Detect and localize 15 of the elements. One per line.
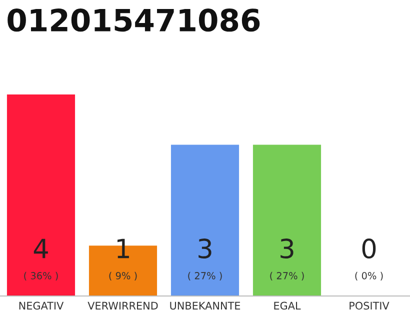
x-tick-label: UNBEKANNTE	[170, 302, 240, 310]
data-label: 4	[34, 238, 48, 258]
chart-title: 012015471086	[8, 8, 260, 32]
annotation: ( 27% )	[270, 272, 304, 281]
data-label: 0	[362, 238, 376, 258]
data-label: 3	[280, 238, 294, 258]
x-tick-label: NEGATIV	[19, 302, 64, 310]
annotation: ( 36% )	[24, 272, 58, 281]
x-tick-label: VERWIRREND	[88, 302, 158, 310]
data-label: 3	[198, 238, 212, 258]
x-tick-label: EGAL	[274, 302, 301, 310]
x-tick-label: POSITIV	[350, 302, 390, 310]
annotation: ( 0% )	[355, 272, 383, 281]
annotation: ( 27% )	[188, 272, 222, 281]
annotation: ( 9% )	[109, 272, 137, 281]
